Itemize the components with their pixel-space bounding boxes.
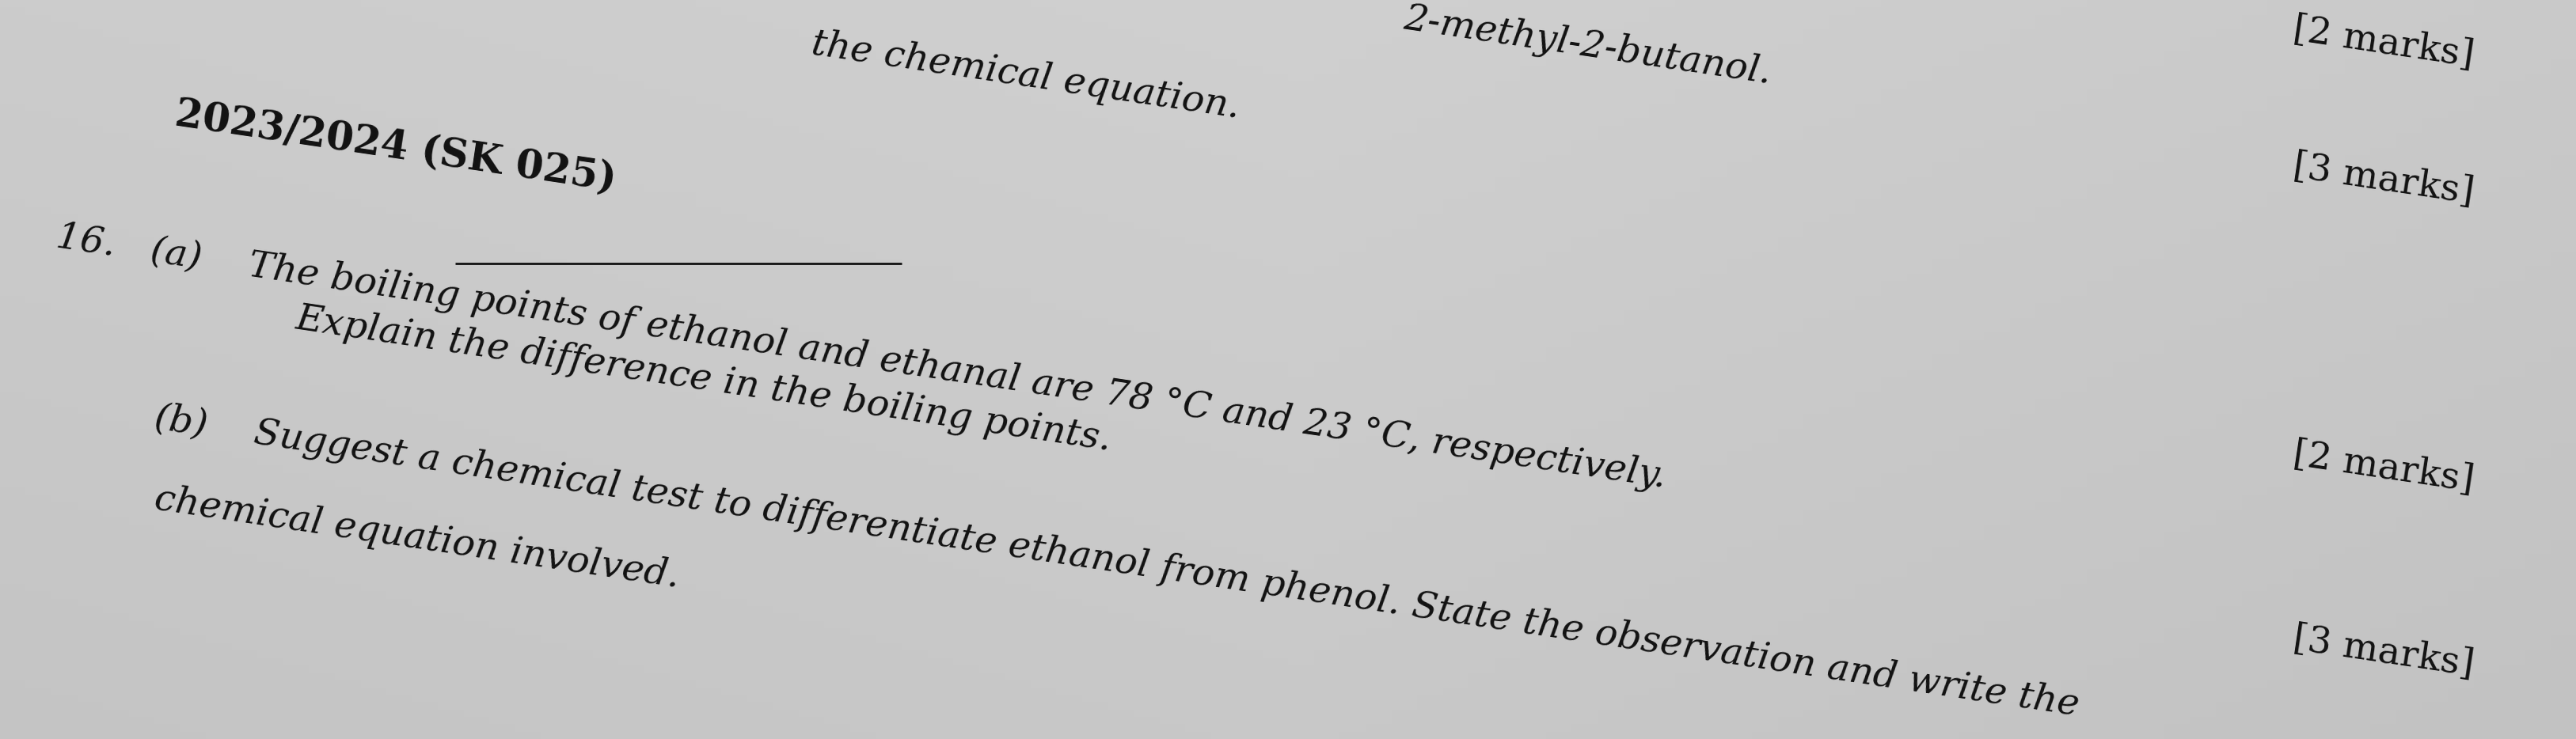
Text: 16.   (a)    The boiling points of ethanol and ethanal are 78 °C and 23 °C, resp: 16. (a) The boiling points of ethanol an… [54, 218, 1669, 495]
Text: Explain the difference in the boiling points.: Explain the difference in the boiling po… [294, 299, 1115, 457]
Text: chemical equation involved.: chemical equation involved. [152, 481, 683, 595]
Text: 2-methyl-2-butanol.: 2-methyl-2-butanol. [1401, 0, 1775, 92]
Text: [3 marks]: [3 marks] [2290, 149, 2476, 211]
Text: the chemical equation.: the chemical equation. [809, 27, 1242, 126]
Text: [2 marks]: [2 marks] [2290, 12, 2476, 74]
Text: [3 marks]: [3 marks] [2290, 621, 2476, 684]
Text: [2 marks]: [2 marks] [2290, 437, 2476, 499]
Text: 2023/2024 (SK 025): 2023/2024 (SK 025) [173, 95, 618, 200]
Text: (b)    Suggest a chemical test to differentiate ethanol from phenol. State the o: (b) Suggest a chemical test to different… [152, 399, 2081, 723]
